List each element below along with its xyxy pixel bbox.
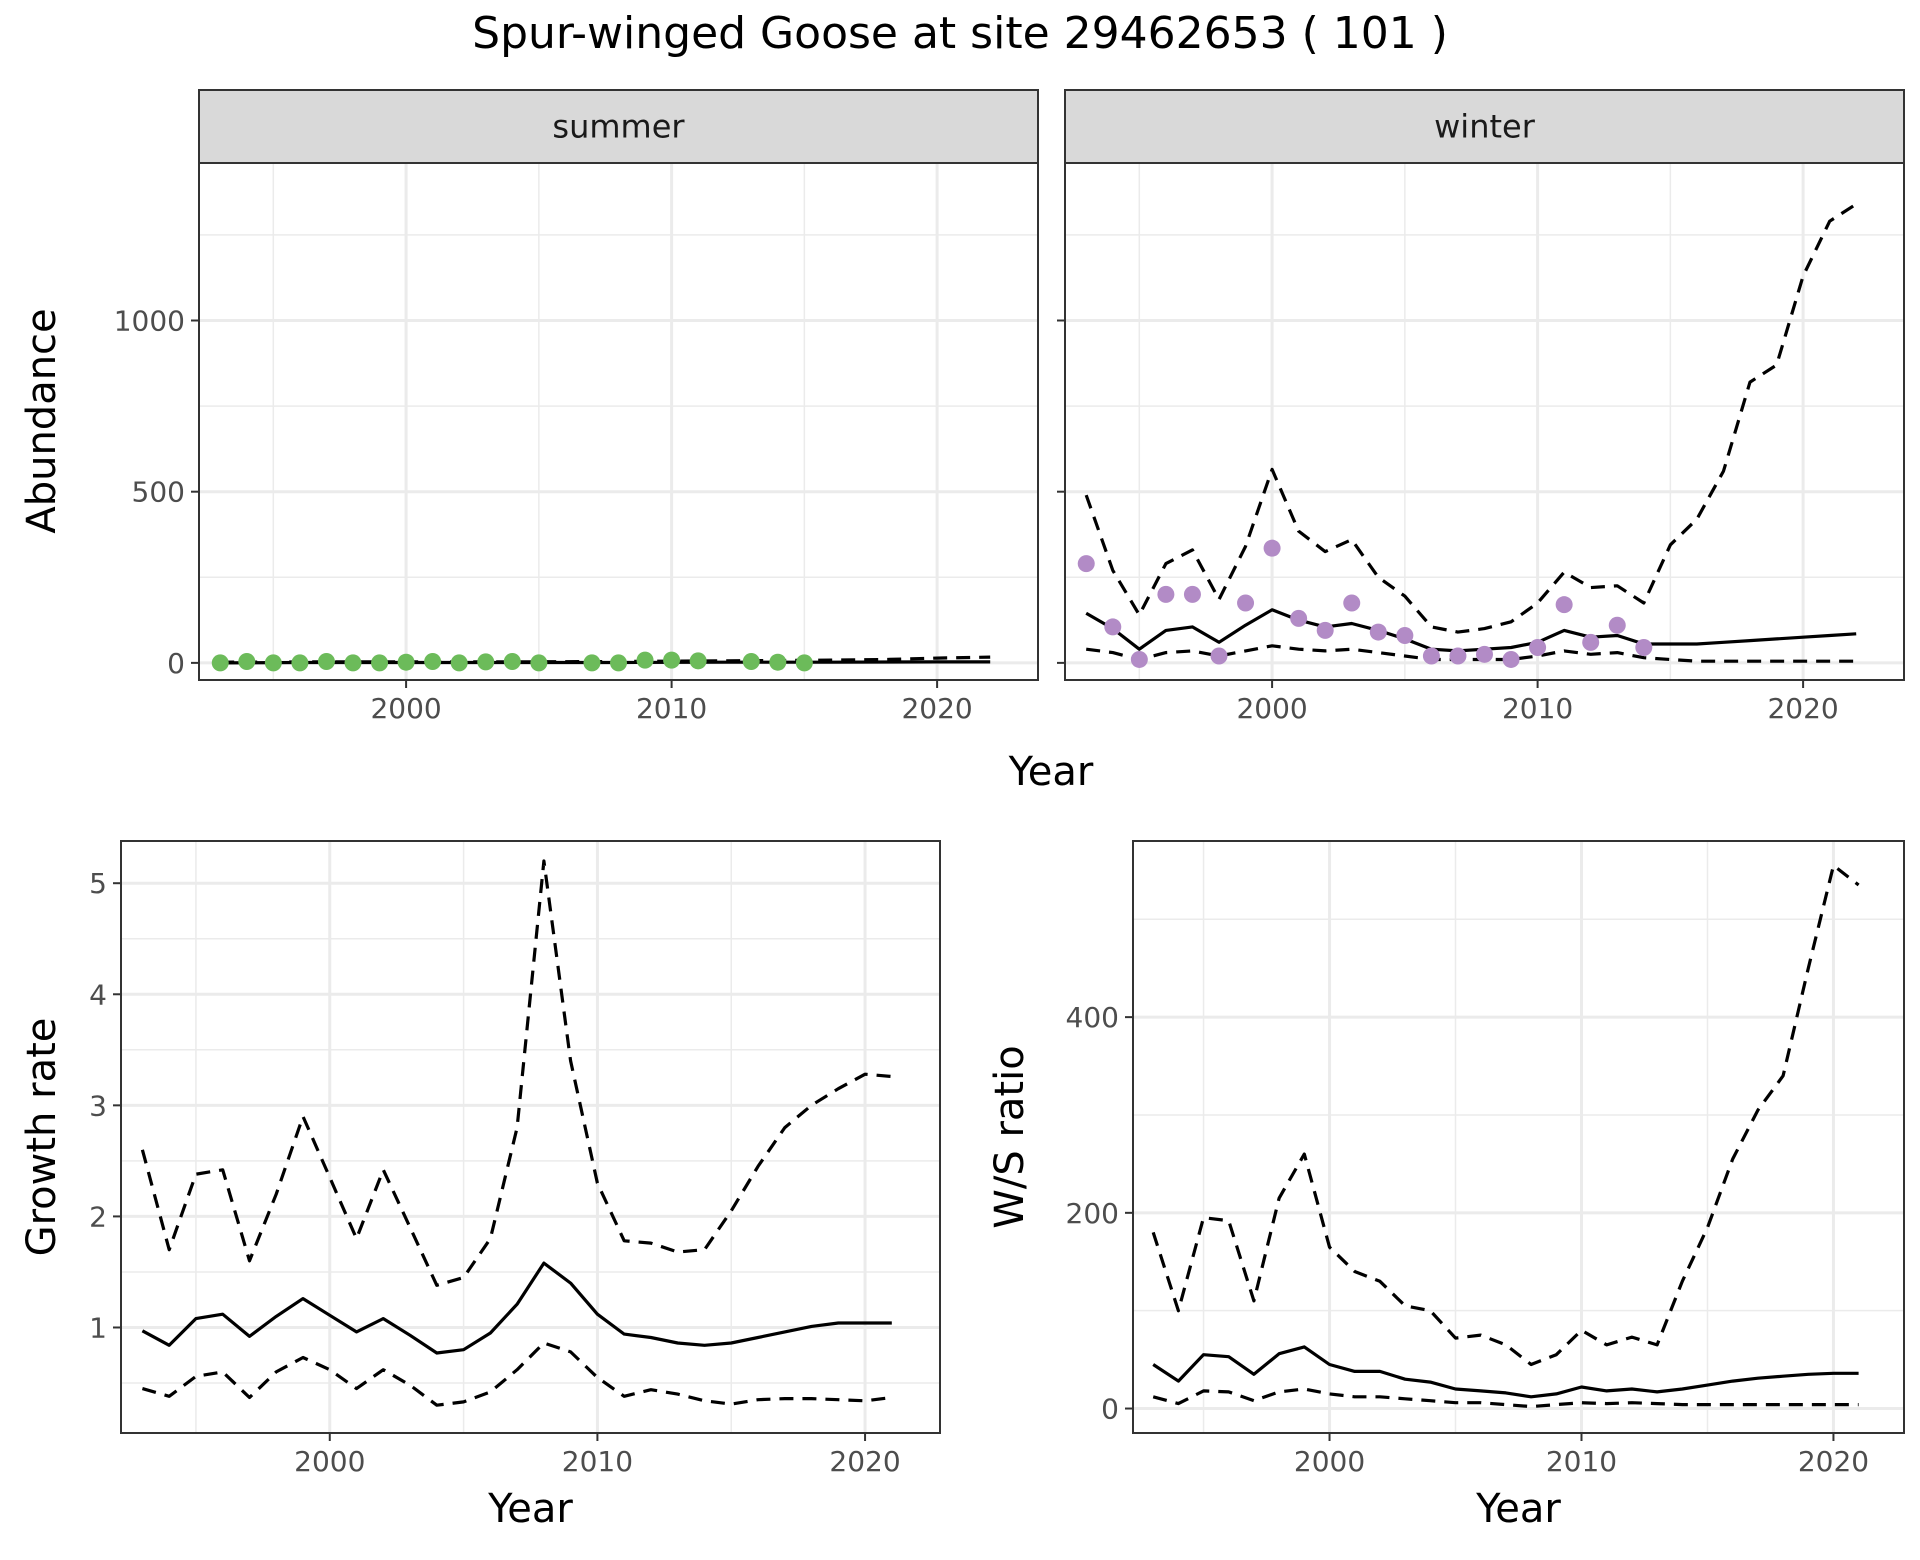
summer-data-point [397,653,415,671]
summer-data-point [663,651,681,669]
winter-data-point [1529,638,1547,656]
winter-data-point [1476,645,1493,663]
winter-x-tick-label: 2020 [1767,692,1838,725]
ratio-series-line-0 [1152,1345,1859,1399]
summer-y-tick-label: 0 [167,647,185,680]
winter-data-point [1290,609,1308,627]
ratio-x-tick-label: 2000 [1294,1445,1365,1478]
growth-y-tick-label: 1 [89,1311,107,1344]
ratio-series-line-1 [1151,863,1860,1367]
growth-y-tick-label: 4 [89,978,107,1011]
winter-data-point [1077,555,1095,573]
summer-y-axis-title: Abundance [19,308,65,533]
growth-grid [121,841,940,1433]
summer-y-tick-label: 500 [132,476,185,509]
summer-grid [199,163,1038,680]
summer-data-point [264,654,282,672]
summer-panel: summer 2000 2010 2020 0 500 1000 Abundance [19,89,1039,725]
summer-data-point [238,653,256,671]
summer-data-point [636,651,654,669]
summer-data-point [211,654,229,672]
winter-data-point [1449,647,1467,665]
winter-data-point [1369,623,1387,641]
summer-data-point [610,654,627,672]
winter-data-point [1396,626,1414,644]
summer-data-point [583,654,601,672]
ratio-y-tick-label: 200 [1066,1197,1119,1230]
winter-data-point [1183,585,1201,603]
growth-series-line-0 [141,1261,892,1355]
summer-x-tick-label: 2010 [636,692,707,725]
growth-x-tick-label: 2010 [562,1445,633,1478]
ratio-y-tick-label: 0 [1101,1393,1119,1426]
winter-x-tick-label: 2010 [1502,692,1573,725]
summer-data-point [477,653,495,671]
summer-data-point [450,654,468,672]
winter-data-point [1104,618,1122,636]
abundance-x-axis-title: Year [1008,749,1094,795]
winter-x-tick-label: 2000 [1236,692,1307,725]
winter-data-point [1237,594,1255,612]
winter-series-line-0 [1085,608,1857,653]
summer-y-tick-label: 1000 [114,304,185,337]
summer-panel-border [198,162,1039,681]
growth-y-axis-title: Growth rate [19,1018,65,1257]
winter-series-line-2 [1085,644,1857,663]
winter-facet-label: winter [1434,108,1536,146]
summer-data-point [371,654,389,672]
growth-x-axis-title: Year [487,1486,573,1532]
winter-grid [1065,163,1904,680]
winter-data-point [1210,647,1228,665]
winter-data-point [1502,650,1520,668]
winter-panel: winter 2000 2010 2020 [1057,89,1905,725]
ratio-panel: 2000 2010 2020 0 200 400 W/S ratio Year [987,840,1905,1532]
winter-data-point [1608,616,1626,634]
growth-y-tick-label: 3 [89,1089,107,1122]
summer-data-point [291,654,309,672]
summer-facet-label: summer [552,108,685,146]
winter-facet-strip [1064,89,1905,164]
ratio-x-tick-label: 2020 [1798,1445,1869,1478]
growth-panel-border [120,840,941,1434]
winter-data-point [1343,594,1361,612]
winter-data-point [1582,633,1600,651]
summer-series-line-1 [220,655,991,664]
growth-x-tick-label: 2020 [829,1445,900,1478]
winter-data-point [1635,638,1653,656]
growth-series-line-2 [141,1341,892,1407]
ratio-panel-border [1132,840,1905,1434]
ratio-y-tick-label: 400 [1066,1001,1119,1034]
ratio-grid [1133,841,1904,1433]
winter-data-point [1157,585,1175,603]
winter-data-point [1555,596,1573,614]
ratio-series-line-2 [1152,1387,1859,1409]
summer-x-tick-label: 2000 [370,692,441,725]
summer-data-point [317,653,335,671]
winter-data-point [1130,650,1148,668]
summer-data-point [742,653,760,671]
winter-data-point [1316,621,1334,639]
ratio-x-tick-label: 2010 [1546,1445,1617,1478]
ratio-y-axis-title: W/S ratio [987,1045,1033,1228]
summer-data-point [503,653,521,671]
ratio-x-axis-title: Year [1475,1486,1561,1532]
winter-series-line-1 [1084,202,1858,634]
growth-y-tick-label: 2 [89,1200,107,1233]
figure-title: Spur-winged Goose at site 29462653 ( 101… [472,8,1448,59]
growth-x-tick-label: 2000 [294,1445,365,1478]
summer-data-point [424,653,442,671]
winter-data-point [1263,539,1281,557]
growth-y-tick-label: 5 [89,867,107,900]
summer-data-point [344,654,362,672]
summer-data-point [689,652,707,670]
summer-data-point [530,654,548,672]
summer-data-point [769,653,787,671]
growth-series-line-1 [140,859,892,1287]
summer-x-tick-label: 2020 [901,692,972,725]
summer-data-point [795,654,813,672]
summer-facet-strip [198,89,1039,164]
growth-panel: 2000 2010 2020 1 2 3 4 5 Growth rate Year [19,840,941,1532]
winter-data-point [1422,647,1440,665]
